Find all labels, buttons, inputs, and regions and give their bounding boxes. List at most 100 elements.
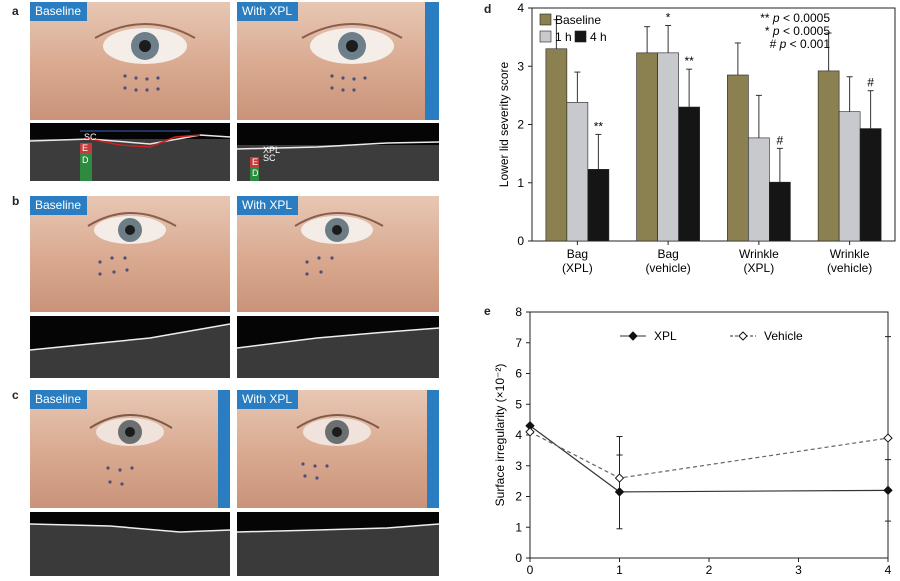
p-threshold: < 0.0005 xyxy=(780,11,831,25)
significance-marker: * xyxy=(666,10,671,24)
y-tick-label: 1 xyxy=(517,176,524,190)
pupil xyxy=(139,40,151,52)
significance-symbol: # xyxy=(770,37,780,51)
bar xyxy=(587,169,610,242)
legend-label: 4 h xyxy=(590,30,607,44)
data-point xyxy=(614,487,625,497)
panel-letter-e: e xyxy=(484,304,491,318)
y-tick-label: 3 xyxy=(517,59,524,73)
significance-legend: * p < 0.0005 xyxy=(765,24,830,38)
oct-scan xyxy=(30,130,230,181)
oct-image-b-xpl xyxy=(237,316,439,378)
xpl-label: XPL xyxy=(263,145,281,155)
eye-photo-a-xpl: With XPL xyxy=(237,2,439,120)
with-xpl-tag: With XPL xyxy=(237,2,299,21)
with-xpl-tag: With XPL xyxy=(237,390,299,409)
bar xyxy=(838,111,861,242)
y-tick-label: 8 xyxy=(515,305,522,319)
bar xyxy=(566,102,589,242)
x-tick-label: (XPL) xyxy=(744,261,775,275)
oct-scan xyxy=(237,141,439,181)
significance-marker: # xyxy=(777,133,784,147)
legend-marker xyxy=(628,331,638,341)
p-symbol: p xyxy=(772,24,780,38)
p-symbol: p xyxy=(772,11,780,25)
d-label: D xyxy=(82,155,89,165)
dermis-marker xyxy=(80,153,92,181)
eye-photo-c-baseline: Baseline xyxy=(30,390,230,508)
p-threshold: < 0.001 xyxy=(786,37,830,51)
e-label: E xyxy=(252,157,259,167)
x-tick-label: Bag xyxy=(657,247,678,261)
d-label: D xyxy=(252,168,259,178)
e-label: E xyxy=(82,143,89,153)
marker-dots xyxy=(123,74,160,92)
oct-image-c-xpl xyxy=(237,512,439,576)
eye-photo-c-xpl: With XPL xyxy=(237,390,439,508)
x-tick-label: 3 xyxy=(795,563,802,577)
x-tick-label: (vehicle) xyxy=(645,261,690,275)
significance-marker: # xyxy=(867,76,874,90)
legend-label: Vehicle xyxy=(764,329,803,343)
oct-image-a-baseline: SC E D xyxy=(30,123,230,181)
bar xyxy=(859,128,882,242)
eye-photo-b-baseline: Baseline xyxy=(30,196,230,312)
data-point xyxy=(883,433,893,443)
significance-symbol: * xyxy=(765,24,773,38)
baseline-tag: Baseline xyxy=(30,390,88,409)
y-tick-label: 7 xyxy=(515,336,522,350)
eye-illustration xyxy=(296,390,439,508)
significance-marker: ** xyxy=(684,54,694,68)
series-line xyxy=(529,425,889,493)
eye-illustration xyxy=(89,390,230,508)
line-chart-surface-irregularity: 0 1 2 3 4 5 6 7 8 0 1 2 3 4 Surface irregularity (×10⁻… xyxy=(493,305,893,577)
y-tick-label: 3 xyxy=(515,459,522,473)
baseline-tag: Baseline xyxy=(30,2,88,21)
legend-label: 1 h xyxy=(555,30,572,44)
bar xyxy=(545,48,568,242)
legend-marker xyxy=(738,331,748,341)
oct-image-c-baseline xyxy=(30,512,230,576)
data-point xyxy=(614,473,625,483)
y-axis-label: Lower lid severity score xyxy=(497,61,511,187)
y-axis-label: Surface irregularity (×10⁻²) xyxy=(493,364,507,507)
eye-illustration xyxy=(301,2,439,120)
legend-label: Baseline xyxy=(555,13,601,27)
sc-label: SC xyxy=(84,132,97,142)
oct-scan xyxy=(237,327,439,378)
x-tick-label: 1 xyxy=(616,563,623,577)
eye-illustration xyxy=(294,212,384,276)
bar xyxy=(769,181,791,242)
oct-image-b-baseline xyxy=(30,316,230,378)
y-tick-label: 0 xyxy=(515,551,522,565)
plot-frame xyxy=(529,311,889,559)
bar xyxy=(748,137,770,242)
sc-label: SC xyxy=(263,153,276,163)
y-tick-label: 1 xyxy=(515,520,522,534)
x-tick-label: 2 xyxy=(706,563,713,577)
x-tick-label: 0 xyxy=(527,563,534,577)
bar xyxy=(678,106,700,242)
panel-letter-c: c xyxy=(12,388,19,402)
with-xpl-tag: With XPL xyxy=(237,196,299,215)
significance-legend: # p < 0.001 xyxy=(770,37,831,51)
y-tick-label: 4 xyxy=(517,1,524,15)
significance-legend: ** p < 0.0005 xyxy=(760,11,830,25)
oct-scan xyxy=(237,523,439,576)
y-tick-label: 5 xyxy=(515,397,522,411)
y-tick-label: 2 xyxy=(517,118,524,132)
eye-photo-b-xpl: With XPL xyxy=(237,196,439,312)
significance-symbol: ** xyxy=(760,11,773,25)
bar xyxy=(817,70,840,242)
eye-photo-a-baseline: Baseline xyxy=(30,2,230,120)
bar xyxy=(727,74,749,242)
oct-scan xyxy=(30,323,230,378)
series-line xyxy=(529,431,889,479)
eye-illustration xyxy=(94,23,196,92)
y-tick-label: 0 xyxy=(517,234,524,248)
eye-illustration xyxy=(87,212,177,276)
y-tick-label: 6 xyxy=(515,367,522,381)
oct-scan xyxy=(30,523,230,576)
x-tick-label: Wrinkle xyxy=(739,247,779,261)
legend-swatch xyxy=(574,30,587,43)
